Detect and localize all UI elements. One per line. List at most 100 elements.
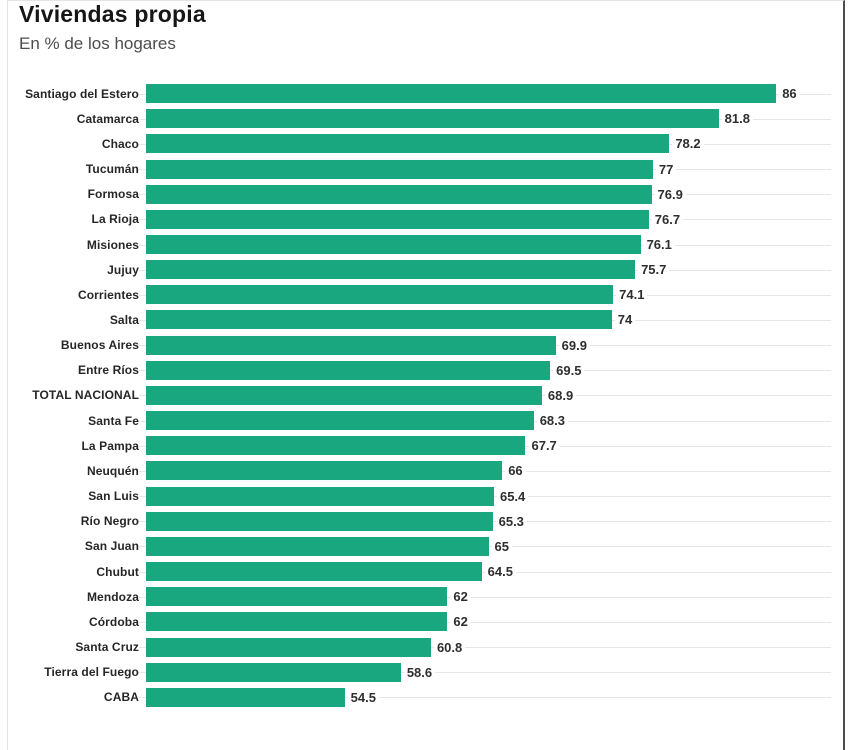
bar <box>146 134 670 154</box>
value-label: 65.3 <box>495 511 527 531</box>
value-label: 81.8 <box>721 109 753 129</box>
category-label: Mendoza <box>86 589 139 604</box>
category-label: Santiago del Estero <box>25 86 139 101</box>
value-label: 62 <box>450 612 471 632</box>
bar-chart: Santiago del Estero 86 Catamarca 81.8 Ch… <box>8 81 843 710</box>
bar-row: Río Negro 65.3 <box>8 509 843 534</box>
bar-row: Neuquén 66 <box>8 458 843 483</box>
category-label: Río Negro <box>80 514 139 529</box>
bar-row: San Juan 65 <box>8 534 843 559</box>
row-plot: 77 <box>139 156 831 181</box>
category-label: La Rioja <box>91 212 139 227</box>
value-label: 74 <box>614 310 636 330</box>
bar-rows: Santiago del Estero 86 Catamarca 81.8 Ch… <box>8 81 843 710</box>
category-label: Catamarca <box>76 111 139 126</box>
value-label: 75.7 <box>638 260 670 280</box>
row-plot: 64.5 <box>139 559 831 584</box>
value-label: 65 <box>491 536 512 556</box>
bar <box>146 335 556 355</box>
value-label: 77 <box>655 159 677 179</box>
value-label: 86 <box>779 84 800 104</box>
bar <box>146 310 612 330</box>
bar <box>146 184 652 204</box>
category-label: Misiones <box>86 237 139 252</box>
value-label: 64.5 <box>484 562 516 582</box>
row-plot: 54.5 <box>139 685 831 710</box>
row-plot: 65 <box>139 534 831 559</box>
bar <box>146 84 777 104</box>
bar-row: Mendoza 62 <box>8 584 843 609</box>
bar-row: Catamarca 81.8 <box>8 106 843 131</box>
row-plot: 58.6 <box>139 660 831 685</box>
row-plot: 65.4 <box>139 484 831 509</box>
category-label: La Pampa <box>81 438 139 453</box>
value-label: 67.7 <box>528 436 560 456</box>
category-label: San Luis <box>88 489 139 504</box>
bar-row: San Luis 65.4 <box>8 484 843 509</box>
category-label: Córdoba <box>88 614 139 629</box>
value-label: 58.6 <box>403 662 436 682</box>
value-label: 69.5 <box>553 360 585 380</box>
row-plot: 62 <box>139 584 831 609</box>
row-plot: 78.2 <box>139 131 831 156</box>
bar-row: La Pampa 67.7 <box>8 433 843 458</box>
bar-row: Salta 74 <box>8 307 843 332</box>
bar-row: Chaco 78.2 <box>8 131 843 156</box>
value-label: 54.5 <box>347 687 379 707</box>
bar <box>146 612 448 632</box>
row-plot: 74 <box>139 307 831 332</box>
category-label: Jujuy <box>107 262 139 277</box>
category-label: Neuquén <box>86 463 139 478</box>
bar-row: Chubut 64.5 <box>8 559 843 584</box>
chart-title: Viviendas propia <box>19 1 206 27</box>
bar <box>146 209 649 229</box>
bar-row: CABA 54.5 <box>8 685 843 710</box>
row-plot: 69.9 <box>139 333 831 358</box>
row-plot: 60.8 <box>139 634 831 659</box>
row-plot: 62 <box>139 609 831 634</box>
bar-row: Buenos Aires 69.9 <box>8 333 843 358</box>
row-plot: 75.7 <box>139 257 831 282</box>
bar <box>146 360 551 380</box>
category-label: Corrientes <box>77 287 139 302</box>
bar <box>146 260 636 280</box>
bar <box>146 411 534 431</box>
bar-row: Santa Cruz 60.8 <box>8 634 843 659</box>
bar <box>146 109 719 129</box>
bar <box>146 536 489 556</box>
bar-row: Santiago del Estero 86 <box>8 81 843 106</box>
row-plot: 67.7 <box>139 433 831 458</box>
bar-row: TOTAL NACIONAL 68.9 <box>8 383 843 408</box>
bar <box>146 511 493 531</box>
row-plot: 86 <box>139 81 831 106</box>
chart-subtitle: En % de los hogares <box>19 34 176 53</box>
category-label: Santa Fe <box>88 413 139 428</box>
row-plot: 69.5 <box>139 358 831 383</box>
value-label: 68.3 <box>536 411 569 431</box>
row-plot: 68.3 <box>139 408 831 433</box>
row-gridline <box>139 621 831 623</box>
bar <box>146 637 431 657</box>
row-plot: 65.3 <box>139 509 831 534</box>
bar <box>146 436 526 456</box>
bar <box>146 461 503 481</box>
category-label: Formosa <box>87 187 139 202</box>
category-label: TOTAL NACIONAL <box>32 388 139 403</box>
row-plot: 68.9 <box>139 383 831 408</box>
category-label: Tucumán <box>85 162 139 177</box>
value-label: 68.9 <box>544 385 577 405</box>
bar <box>146 562 482 582</box>
chart-card: Viviendas propia En % de los hogares San… <box>7 0 845 750</box>
row-gridline <box>139 697 831 699</box>
row-gridline <box>139 672 831 674</box>
category-label: Chaco <box>101 136 139 151</box>
bar-row: Entre Ríos 69.5 <box>8 358 843 383</box>
value-label: 69.9 <box>558 335 590 355</box>
value-label: 65.4 <box>496 486 529 506</box>
category-label: Salta <box>109 312 139 327</box>
bar <box>146 285 614 305</box>
row-plot: 74.1 <box>139 282 831 307</box>
bar <box>146 662 401 682</box>
category-label: Entre Ríos <box>77 363 139 378</box>
value-label: 76.1 <box>643 235 675 255</box>
